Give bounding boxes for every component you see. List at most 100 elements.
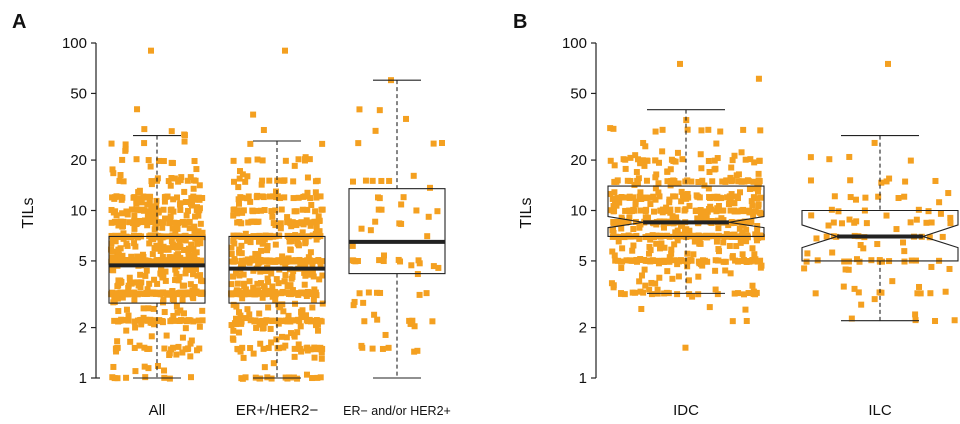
data-point <box>713 238 720 245</box>
box-iqr <box>348 188 446 275</box>
data-point <box>633 168 640 175</box>
data-point <box>375 206 382 213</box>
data-point <box>123 374 130 381</box>
data-point <box>109 166 116 173</box>
data-point <box>146 240 153 247</box>
data-point <box>182 325 189 332</box>
data-point <box>260 325 267 332</box>
data-point <box>187 374 194 381</box>
data-point <box>297 323 304 330</box>
data-point <box>755 170 762 177</box>
data-point <box>641 162 648 169</box>
data-point <box>634 258 641 265</box>
panel-b-y-ticks: 1 2 5 10 20 50 100 <box>562 35 596 387</box>
data-point <box>853 218 860 225</box>
data-point <box>238 375 245 382</box>
data-point <box>733 172 740 179</box>
data-point <box>295 194 302 201</box>
data-point <box>169 232 176 239</box>
data-point <box>841 258 848 265</box>
data-point <box>315 327 322 334</box>
data-point <box>112 208 119 215</box>
data-point <box>151 276 158 283</box>
data-point <box>261 285 268 292</box>
data-point <box>740 126 747 133</box>
data-point <box>438 140 445 147</box>
data-point <box>117 245 124 252</box>
data-point <box>729 177 736 184</box>
category-label: ER− and/or HER2+ <box>343 404 451 418</box>
data-point <box>191 284 198 291</box>
data-point <box>119 210 126 217</box>
data-point <box>757 257 764 264</box>
data-point <box>860 245 867 252</box>
data-point <box>230 237 237 244</box>
data-point <box>113 212 120 219</box>
data-point <box>731 200 738 207</box>
data-point <box>284 214 291 221</box>
data-point <box>756 178 763 185</box>
data-point <box>168 159 175 166</box>
data-point <box>744 177 751 184</box>
data-point <box>175 343 182 350</box>
data-point <box>309 304 316 311</box>
data-point <box>744 234 751 241</box>
data-point <box>305 254 312 261</box>
data-point <box>371 311 378 318</box>
data-point <box>610 203 617 210</box>
data-point <box>178 317 185 324</box>
data-point <box>228 291 235 298</box>
data-point <box>260 126 267 133</box>
data-point <box>236 329 243 336</box>
data-point <box>750 194 757 201</box>
data-point <box>123 240 130 247</box>
data-point <box>619 245 626 252</box>
data-point <box>148 181 155 188</box>
data-point <box>274 345 281 352</box>
data-point <box>610 208 617 215</box>
data-point <box>823 233 830 240</box>
data-point <box>885 60 891 67</box>
data-point <box>618 290 625 297</box>
data-point <box>697 206 704 213</box>
data-point <box>641 266 648 273</box>
data-point <box>925 208 932 215</box>
data-point <box>804 250 811 257</box>
data-point <box>146 258 153 265</box>
data-point <box>164 290 171 297</box>
data-point <box>239 171 246 178</box>
data-point <box>249 290 256 297</box>
data-point <box>682 178 689 185</box>
data-point <box>251 318 258 325</box>
data-point <box>257 207 264 214</box>
data-point <box>257 280 264 287</box>
data-point <box>257 340 264 347</box>
data-point <box>295 291 302 298</box>
data-point <box>667 166 674 173</box>
data-point <box>385 344 392 351</box>
data-point <box>242 230 249 237</box>
data-point <box>715 257 722 264</box>
data-point <box>167 213 174 220</box>
data-point <box>311 286 318 293</box>
data-point <box>148 203 155 210</box>
data-point <box>187 200 194 207</box>
data-point <box>698 165 705 172</box>
data-point <box>195 212 202 219</box>
data-point <box>945 190 952 197</box>
data-point <box>754 227 761 234</box>
data-point <box>895 195 902 202</box>
data-point <box>180 310 187 317</box>
data-point <box>269 293 276 300</box>
data-point <box>230 232 237 239</box>
data-point <box>695 178 702 185</box>
data-point <box>883 212 890 219</box>
data-point <box>735 290 742 297</box>
data-point <box>298 308 305 315</box>
data-point <box>893 226 900 233</box>
data-point <box>947 220 954 227</box>
data-point <box>155 245 162 252</box>
data-point <box>732 257 739 264</box>
data-point <box>163 258 170 265</box>
data-point <box>375 194 382 201</box>
